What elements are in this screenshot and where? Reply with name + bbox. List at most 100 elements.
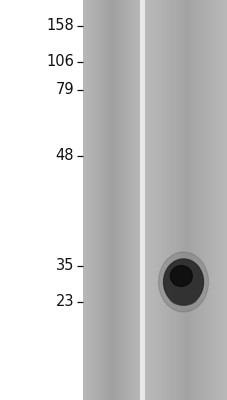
Bar [113, 0, 114, 400]
Ellipse shape [163, 259, 203, 305]
Bar [139, 0, 140, 400]
Bar [108, 0, 109, 400]
Ellipse shape [158, 252, 207, 312]
Bar [104, 0, 105, 400]
Bar [188, 0, 189, 400]
Text: 23: 23 [55, 294, 74, 310]
Bar [147, 0, 148, 400]
Bar [194, 0, 195, 400]
Bar [226, 0, 227, 400]
Bar [103, 0, 104, 400]
Bar [192, 0, 193, 400]
Bar [98, 0, 99, 400]
Bar [190, 0, 191, 400]
Bar [136, 0, 137, 400]
Bar [129, 0, 130, 400]
Bar [118, 0, 119, 400]
Bar [134, 0, 135, 400]
Text: 106: 106 [46, 54, 74, 70]
Bar [201, 0, 202, 400]
Bar [99, 0, 100, 400]
Bar [167, 0, 168, 400]
Bar [92, 0, 93, 400]
Bar [185, 0, 186, 400]
Bar [210, 0, 212, 400]
Bar [220, 0, 221, 400]
Bar [218, 0, 219, 400]
Bar [179, 0, 180, 400]
Bar [135, 0, 136, 400]
Bar [174, 0, 175, 400]
Bar [107, 0, 108, 400]
Bar [216, 0, 217, 400]
Bar [219, 0, 220, 400]
Bar [180, 0, 181, 400]
Bar [164, 0, 165, 400]
Bar [125, 0, 126, 400]
Bar [146, 0, 147, 400]
Bar [128, 0, 129, 400]
Bar [198, 0, 199, 400]
Bar [149, 0, 150, 400]
Bar [181, 0, 183, 400]
Bar [122, 0, 123, 400]
Bar [132, 0, 133, 400]
Ellipse shape [170, 266, 191, 286]
Bar [112, 0, 113, 400]
Bar [119, 0, 120, 400]
Bar [123, 0, 124, 400]
Bar [140, 0, 145, 400]
Bar [183, 0, 185, 400]
Bar [178, 0, 179, 400]
Bar [203, 0, 204, 400]
Text: 35: 35 [55, 258, 74, 274]
Bar [160, 0, 161, 400]
Bar [148, 0, 149, 400]
Bar [193, 0, 194, 400]
Bar [215, 0, 216, 400]
Bar [214, 0, 215, 400]
Bar [121, 0, 122, 400]
Bar [162, 0, 163, 400]
Bar [133, 0, 134, 400]
Bar [93, 0, 94, 400]
Bar [151, 0, 153, 400]
Bar [212, 0, 214, 400]
Bar [161, 0, 162, 400]
Bar [155, 0, 157, 400]
Bar [115, 0, 116, 400]
Bar [84, 0, 85, 400]
Bar [189, 0, 190, 400]
Bar [170, 0, 171, 400]
Bar [140, 0, 141, 400]
Bar [124, 0, 125, 400]
Bar [120, 0, 121, 400]
Bar [204, 0, 205, 400]
Bar [196, 0, 197, 400]
Bar [221, 0, 222, 400]
Bar [176, 0, 177, 400]
Bar [150, 0, 151, 400]
Bar [114, 0, 115, 400]
Bar [171, 0, 172, 400]
Bar [137, 0, 138, 400]
Text: 79: 79 [55, 82, 74, 98]
Bar [88, 0, 89, 400]
Bar [191, 0, 192, 400]
Bar [127, 0, 128, 400]
Bar [224, 0, 225, 400]
Bar [187, 0, 188, 400]
Bar [100, 0, 101, 400]
Bar [168, 0, 169, 400]
Bar [95, 0, 96, 400]
Bar [205, 0, 206, 400]
Bar [225, 0, 226, 400]
Bar [165, 0, 166, 400]
Bar [91, 0, 92, 400]
Bar [153, 0, 155, 400]
Text: 48: 48 [55, 148, 74, 164]
Bar [207, 0, 208, 400]
Bar [200, 0, 201, 400]
Bar [206, 0, 207, 400]
Bar [157, 0, 158, 400]
